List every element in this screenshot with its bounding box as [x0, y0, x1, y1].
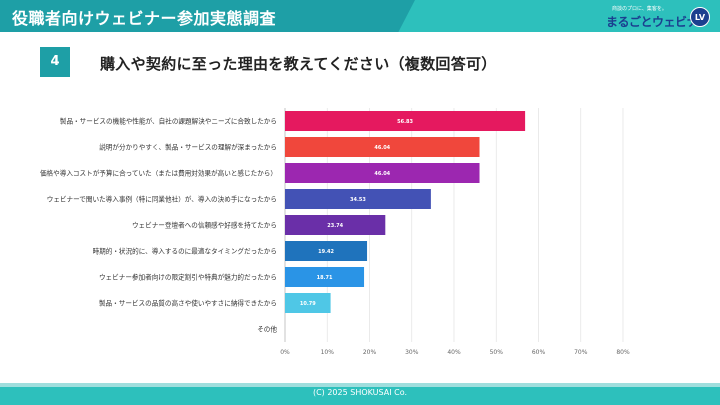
- x-tick-label: 30%: [405, 349, 419, 356]
- x-tick-label: 40%: [447, 349, 461, 356]
- x-tick-label: 0%: [280, 349, 290, 356]
- category-label: ウェビナー参加者向けの限定割引や特典が魅力的だったから: [99, 273, 277, 282]
- bar: [285, 215, 386, 235]
- x-tick-label: 50%: [490, 349, 504, 356]
- data-label: 46.04: [374, 171, 390, 177]
- category-label: 価格や導入コストが予算に合っていた（または費用対効果が高いと感じたから）: [40, 169, 277, 178]
- page-title: 役職者向けウェビナー参加実態調査: [12, 9, 277, 28]
- logo-tagline: 商談のプロに、集客を。: [612, 6, 667, 12]
- bar: [285, 241, 368, 261]
- x-tick-label: 60%: [532, 349, 546, 356]
- x-tick-label: 10%: [321, 349, 335, 356]
- data-label: 23.74: [327, 223, 343, 229]
- category-label: 説明が分かりやすく、製品・サービスの理解が深まったから: [99, 143, 277, 152]
- bar: [285, 163, 480, 183]
- x-tick-label: 80%: [616, 349, 630, 356]
- bar: [285, 137, 480, 157]
- header-bar: 役職者向けウェビナー参加実態調査 商談のプロに、集客を。 まるごとウェビナー L…: [0, 0, 720, 32]
- bar: [285, 267, 365, 287]
- bar: [285, 189, 431, 209]
- question-text: 購入や契約に至った理由を教えてください（複数回答可）: [100, 55, 497, 73]
- logo-name: まるごとウェビナー: [606, 15, 710, 29]
- category-label: 製品・サービスの品質の高さや使いやすさに納得できたから: [99, 299, 277, 308]
- footer-accent: [0, 383, 720, 387]
- data-label: 56.83: [397, 119, 413, 125]
- logo-badge-icon: LV: [690, 7, 710, 27]
- header-title-tab: [0, 0, 415, 32]
- category-label: ウェビナーで聞いた導入事例（特に同業他社）が、導入の決め手になったから: [47, 195, 277, 204]
- bar: [285, 111, 526, 131]
- brand-logo: 商談のプロに、集客を。 まるごとウェビナー LV: [604, 4, 714, 30]
- category-label: ウェビナー登壇者への信頼感や好感を持てたから: [132, 221, 277, 230]
- data-label: 46.04: [374, 145, 390, 151]
- x-tick-label: 20%: [363, 349, 377, 356]
- category-label: その他: [257, 325, 277, 334]
- data-label: 10.79: [300, 301, 316, 307]
- category-label: 時期的・状況的に、導入するのに最適なタイミングだったから: [93, 247, 277, 256]
- bar: [285, 293, 331, 313]
- footer-bar: [0, 387, 720, 405]
- copyright-text: (C) 2025 SHOKUSAI Co.: [312, 388, 408, 397]
- category-label: 製品・サービスの機能や性能が、自社の課題解決やニーズに合致したから: [60, 117, 277, 126]
- data-label: 34.53: [350, 197, 366, 203]
- data-label: 18.71: [317, 275, 333, 281]
- data-label: 19.42: [318, 249, 334, 255]
- question-number: 4: [40, 47, 70, 77]
- x-tick-label: 70%: [574, 349, 588, 356]
